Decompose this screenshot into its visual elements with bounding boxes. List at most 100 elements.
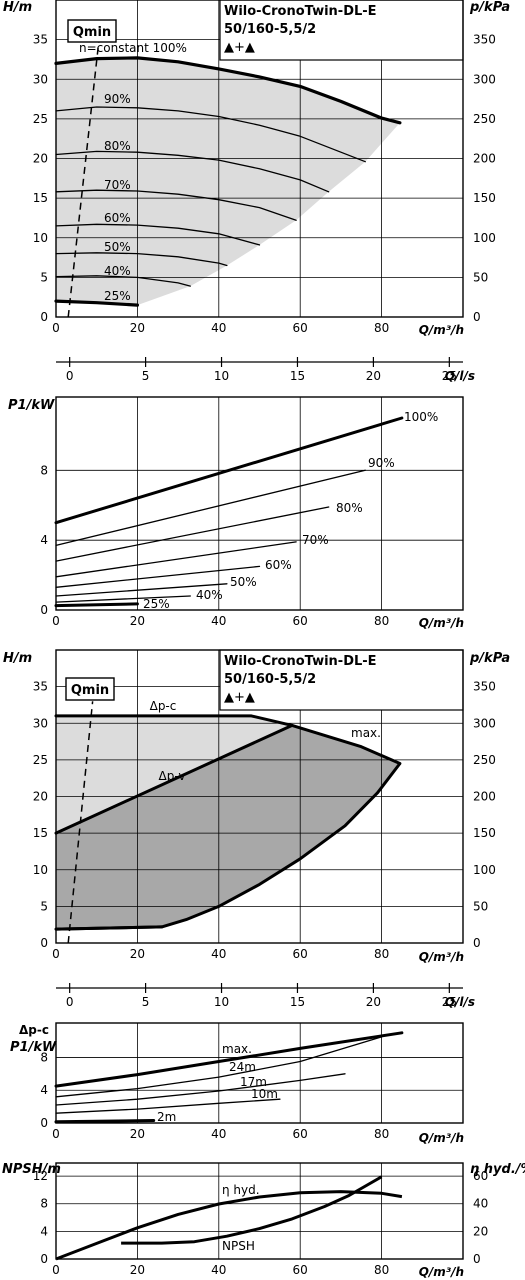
y-tick-label: 0 — [40, 1252, 48, 1266]
lps-axis-label: Q/l/s — [445, 995, 475, 1009]
mode-label: ▲+▲ — [224, 690, 255, 705]
max-annotation: max. — [351, 726, 381, 740]
series-line — [55, 1098, 281, 1114]
min-curve-line — [55, 762, 402, 931]
x-tick-label: 40 — [211, 1263, 226, 1277]
series-label: 25% — [104, 289, 131, 303]
y-tick-label: 15 — [33, 191, 48, 205]
x-tick-label: 40 — [211, 614, 226, 628]
series-label: 10m — [251, 1087, 278, 1101]
y2-tick-label: 150 — [473, 826, 496, 840]
x-tick-label: 0 — [52, 1127, 60, 1141]
y-tick-label: 0 — [40, 603, 48, 617]
series-line — [55, 469, 366, 547]
x-axis-label: Q/m³/h — [419, 1131, 464, 1145]
qmin-box — [65, 677, 115, 701]
lps-axis-label: Q/l/s — [445, 369, 475, 383]
series-label: 40% — [104, 264, 131, 278]
y-tick-label: 8 — [40, 1197, 48, 1211]
x-tick-label: 0 — [52, 614, 60, 628]
y-tick-label: 0 — [40, 1116, 48, 1130]
series-line — [55, 565, 261, 588]
series-line — [54, 714, 294, 727]
y2-tick-label: 200 — [473, 790, 496, 804]
series-line — [54, 56, 402, 125]
y2-tick-label: 50 — [473, 270, 488, 284]
chart-subtitle: 50/160-5,5/2 — [224, 672, 316, 687]
npsh-label: NPSH — [222, 1239, 255, 1253]
x-tick-label: 60 — [293, 1263, 308, 1277]
series-label: 60% — [265, 558, 292, 572]
x-axis-label: Q/m³/h — [419, 323, 464, 337]
y2-tick-label: 250 — [473, 753, 496, 767]
x-tick-label: 0 — [52, 1263, 60, 1277]
y2-tick-label: 250 — [473, 112, 496, 126]
x-tick-label: 40 — [211, 321, 226, 335]
x-tick-label: 80 — [374, 614, 389, 628]
right-axis-label: p/kPa — [469, 0, 510, 15]
plot-frame — [55, 649, 464, 944]
y-tick-label: 35 — [33, 680, 48, 694]
y-tick-label: 15 — [33, 826, 48, 840]
operating-range-fill — [56, 57, 400, 306]
series-line — [55, 595, 191, 603]
dpv-annotation: Δp-v — [159, 769, 186, 783]
y-tick-label: 0 — [40, 310, 48, 324]
y-tick-label: 30 — [33, 716, 48, 730]
plot-frame — [55, 396, 464, 611]
y-tick-label: 10 — [33, 231, 48, 245]
y-tick-label: 4 — [40, 533, 48, 547]
left-axis-label: H/m — [3, 0, 32, 15]
y-tick-label: 4 — [40, 1224, 48, 1238]
series-label: 17m — [240, 1075, 267, 1089]
y2-tick-label: 150 — [473, 191, 496, 205]
left-axis-label: Δp-c — [19, 1023, 49, 1037]
y-tick-label: 10 — [33, 863, 48, 877]
series-line — [55, 1190, 403, 1261]
chart-title: Wilo-CronoTwin-DL-E — [224, 4, 377, 19]
lps-tick-label: 20 — [366, 369, 381, 383]
lps-tick-label: 15 — [290, 369, 305, 383]
qmin-line — [67, 23, 102, 318]
left-axis-label: P1/kW — [8, 398, 55, 413]
series-label: 80% — [336, 501, 363, 515]
y-tick-label: 20 — [33, 152, 48, 166]
y-tick-label: 0 — [40, 936, 48, 950]
series-label: 50% — [104, 240, 131, 254]
series-line — [54, 1119, 156, 1124]
series-line — [55, 106, 366, 163]
series-label: 50% — [230, 575, 257, 589]
x-tick-label: 40 — [211, 947, 226, 961]
dpc-annotation: Δp-c — [150, 699, 177, 713]
x-tick-label: 0 — [52, 321, 60, 335]
x-tick-label: 60 — [293, 1127, 308, 1141]
series-line — [290, 723, 402, 765]
series-line — [55, 583, 228, 597]
y-tick-label: 5 — [40, 899, 48, 913]
series-label: 80% — [104, 139, 131, 153]
y2-tick-label: 50 — [473, 899, 488, 913]
y-tick-label: 30 — [33, 72, 48, 86]
right-axis-label: η hyd./% — [470, 1162, 525, 1177]
lps-tick-label: 5 — [142, 369, 150, 383]
lps-tick-label: 10 — [214, 995, 229, 1009]
y2-tick-label: 0 — [473, 936, 481, 950]
plot-frame — [55, 1162, 464, 1260]
series-label: n=constant 100% — [79, 41, 187, 55]
x-tick-label: 80 — [374, 1263, 389, 1277]
x-tick-label: 20 — [130, 321, 145, 335]
dpc-region-fill — [56, 715, 293, 834]
series-line — [55, 1073, 346, 1106]
y2-tick-label: 40 — [473, 1197, 488, 1211]
y2-tick-label: 20 — [473, 1224, 488, 1238]
series-line — [54, 1031, 404, 1088]
eta-label: η hyd. — [222, 1183, 260, 1197]
y2-tick-label: 100 — [473, 231, 496, 245]
x-tick-label: 60 — [293, 321, 308, 335]
y2-tick-label: 0 — [473, 1252, 481, 1266]
left-axis-label: NPSH/m — [2, 1162, 61, 1177]
x-tick-label: 80 — [374, 947, 389, 961]
y2-tick-label: 300 — [473, 716, 496, 730]
right-axis-label: p/kPa — [469, 651, 510, 666]
series-line — [55, 541, 297, 578]
